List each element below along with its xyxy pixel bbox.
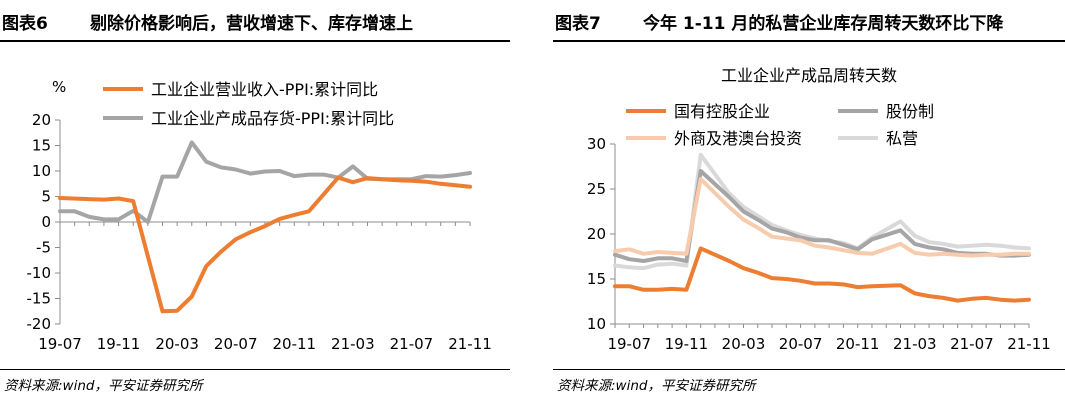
x-tick-label: 20-07 xyxy=(779,335,823,353)
x-tick-label: 19-07 xyxy=(607,335,651,353)
x-tick-label: 19-11 xyxy=(97,335,141,353)
x-tick-label: 19-11 xyxy=(665,335,709,353)
y-tick-label: -5 xyxy=(36,239,51,257)
left-figure-header: 图表6 剔除价格影响后，营收增速下、库存增速上 xyxy=(0,6,510,36)
x-tick-label: 19-07 xyxy=(38,335,82,353)
right-header-rule xyxy=(553,40,1065,42)
left-chart-series xyxy=(58,140,472,314)
y-tick-label: 30 xyxy=(587,135,606,153)
y-tick-label: 25 xyxy=(587,180,606,198)
y-tick-label: -10 xyxy=(27,264,52,282)
x-tick-label: 21-11 xyxy=(1007,335,1051,353)
x-tick-label: 21-03 xyxy=(331,335,375,353)
left-figure-panel: 图表6 剔除价格影响后，营收增速下、库存增速上 20 15 10 5 0 -5 -10 -15… xyxy=(0,0,510,405)
y-tick-label: -20 xyxy=(27,315,52,333)
y-tick-label: 0 xyxy=(41,213,51,231)
x-tick-label: 21-07 xyxy=(390,335,434,353)
x-tick-label: 20-03 xyxy=(722,335,766,353)
legend-label-3: 私营 xyxy=(886,129,918,148)
left-line-chart: 20 15 10 5 0 -5 -10 -15 -20 19-07 19-11 20-03 20-07 2… xyxy=(27,78,492,353)
x-tick-label: 21-07 xyxy=(950,335,994,353)
y-tick-label: 10 xyxy=(587,315,606,333)
series-line-3 xyxy=(613,152,1031,271)
x-tick-label: 20-07 xyxy=(214,335,258,353)
right-chart-series xyxy=(613,152,1031,303)
x-tick-label: 21-03 xyxy=(893,335,937,353)
series-line-2 xyxy=(613,177,1031,258)
series-line-0 xyxy=(58,175,472,314)
right-source-note: 资料来源:wind，平安证券研究所 xyxy=(557,378,756,394)
y-tick-label: -15 xyxy=(27,290,52,308)
right-figure-panel: 图表7 今年 1-11 月的私营企业库存周转天数环比下降 工业企业产成品周转天数… xyxy=(553,0,1065,405)
legend-label-0: 工业企业营业收入-PPI:累计同比 xyxy=(151,80,378,99)
legend-label-1: 股份制 xyxy=(886,102,934,121)
left-chart-ylabel: % xyxy=(52,78,66,96)
right-figure-header: 图表7 今年 1-11 月的私营企业库存周转天数环比下降 xyxy=(553,6,1065,36)
y-tick-label: 5 xyxy=(41,188,51,206)
y-tick-label: 10 xyxy=(32,162,51,180)
left-figure-number: 图表6 xyxy=(2,13,48,34)
legend-label-0: 国有控股企业 xyxy=(674,102,770,121)
right-figure-number: 图表7 xyxy=(555,13,601,34)
right-figure-title: 今年 1-11 月的私营企业库存周转天数环比下降 xyxy=(643,13,1004,34)
left-chart-axes: 20 15 10 5 0 -5 -10 -15 -20 19-07 19-11 20-03 20-07 2… xyxy=(27,111,492,353)
right-footer-rule xyxy=(553,369,1065,370)
y-tick-label: 15 xyxy=(587,270,606,288)
legend-label-1: 工业企业产成品存货-PPI:累计同比 xyxy=(151,109,394,128)
y-tick-label: 20 xyxy=(587,225,606,243)
x-tick-label: 21-11 xyxy=(448,335,492,353)
y-tick-label: 20 xyxy=(32,111,51,129)
series-line-0 xyxy=(613,246,1031,303)
left-footer-rule xyxy=(0,369,510,370)
x-tick-label: 20-11 xyxy=(836,335,880,353)
x-tick-label: 20-03 xyxy=(155,335,199,353)
legend-label-2: 外商及港澳台投资 xyxy=(674,129,802,148)
x-tick-label: 20-11 xyxy=(272,335,316,353)
right-chart-title: 工业企业产成品周转天数 xyxy=(721,66,897,85)
left-figure-title: 剔除价格影响后，营收增速下、库存增速上 xyxy=(90,13,413,34)
left-header-rule xyxy=(0,40,510,42)
y-tick-label: 15 xyxy=(32,137,51,155)
left-source-note: 资料来源:wind，平安证券研究所 xyxy=(4,378,203,394)
